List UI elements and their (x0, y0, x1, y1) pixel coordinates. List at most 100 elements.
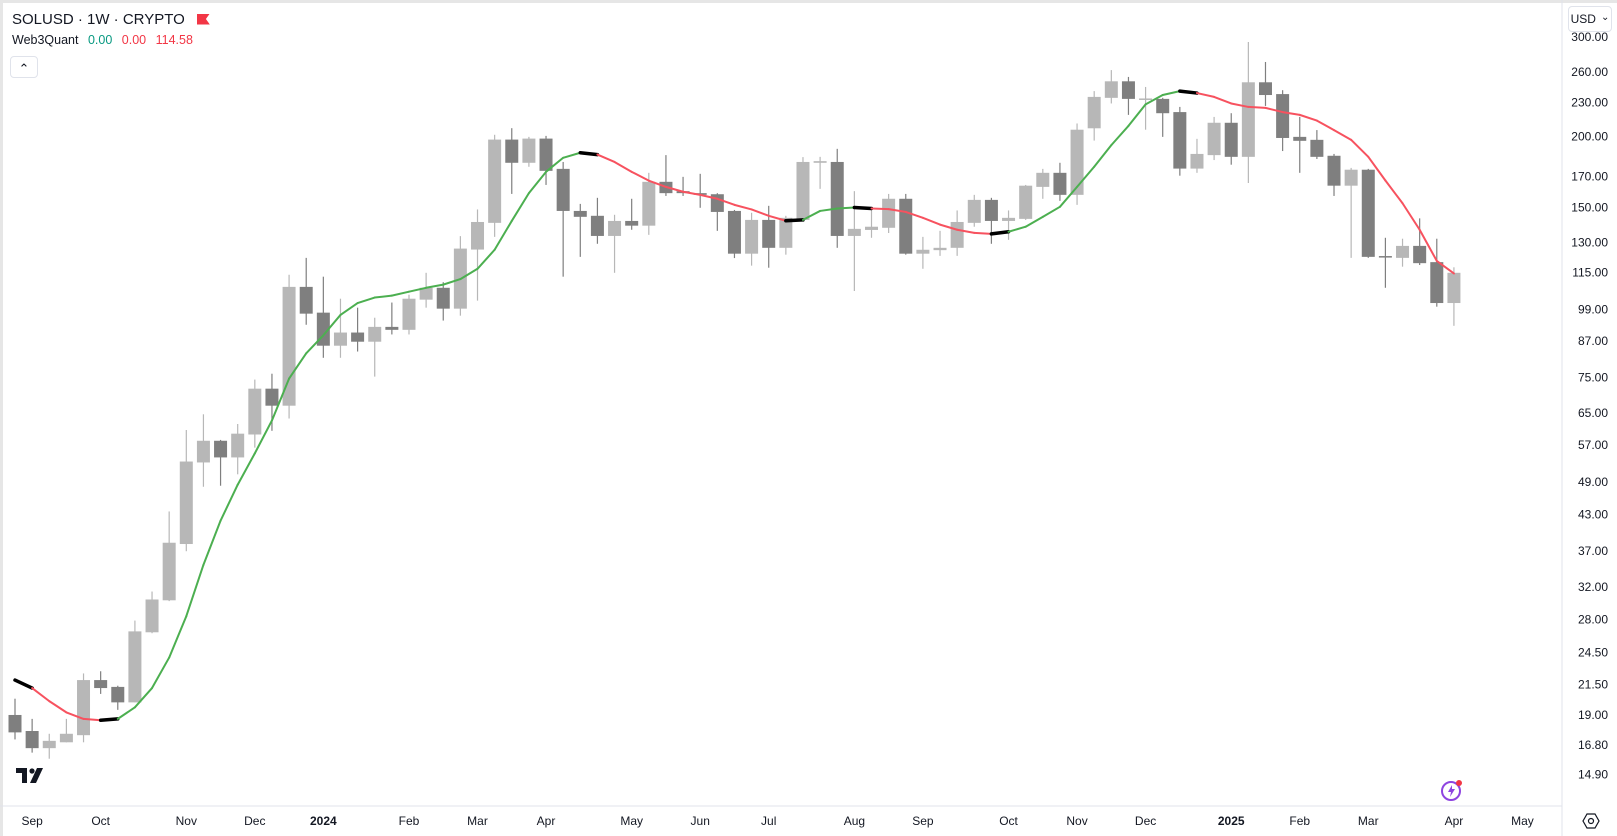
indicator-segment (836, 206, 856, 210)
time-tick-label: Apr (537, 814, 556, 828)
candle (1413, 218, 1427, 266)
candle (1121, 76, 1135, 115)
indicator-segment (116, 706, 136, 720)
indicator-segment (1435, 259, 1455, 275)
time-tick-label: Apr (1445, 814, 1464, 828)
candle (1002, 210, 1016, 240)
indicator-segment (682, 190, 702, 196)
indicator-segment (1161, 90, 1181, 97)
price-axis[interactable]: 300.00 260.00 230.00 200.00 170.00 150.00 130.… (1571, 30, 1608, 782)
candle-body (8, 714, 22, 733)
candle-body (1378, 256, 1392, 258)
price-tick-label: 170.00 (1571, 170, 1608, 184)
indicator-segment (1024, 215, 1044, 228)
candle-body (1121, 81, 1135, 99)
time-tick-label: Dec (1135, 814, 1156, 828)
candle (1070, 123, 1084, 205)
candle (1173, 106, 1187, 176)
candle-body (916, 249, 930, 254)
indicator-segment (1247, 105, 1267, 109)
candle-body (779, 217, 793, 248)
flag-icon[interactable] (196, 13, 210, 25)
indicator-segment (1195, 92, 1216, 98)
indicator-segment (236, 452, 256, 486)
candle (590, 197, 604, 244)
candle-body (745, 219, 759, 254)
price-tick-label: 14.90 (1578, 768, 1608, 782)
ai-assistant-icon[interactable] (1440, 778, 1464, 802)
candle-body (1396, 245, 1410, 258)
candle (162, 511, 176, 602)
candle-body (625, 220, 639, 226)
currency-button[interactable]: USD ⌄ (1568, 6, 1612, 32)
candle (573, 203, 587, 257)
indicator-segment (1333, 129, 1353, 141)
candle (813, 156, 827, 189)
chart-legend: SOLUSD · 1W · CRYPTO Web3Quant 0.00 0.00… (12, 8, 210, 47)
candle (1139, 86, 1153, 130)
candle-body (1344, 169, 1358, 186)
indicator-segment (151, 656, 171, 690)
price-tick-label: 200.00 (1571, 130, 1608, 144)
indicator-segment (476, 248, 496, 270)
candle-body (1036, 172, 1050, 187)
candle-body (265, 388, 279, 406)
candle-body (1447, 272, 1461, 304)
indicator-segment (767, 214, 787, 222)
time-tick-label: Mar (1358, 814, 1379, 828)
symbol-title[interactable]: SOLUSD · 1W · CRYPTO (12, 10, 185, 28)
price-tick-label: 43.00 (1578, 507, 1608, 521)
candle (231, 423, 245, 475)
time-axis[interactable]: Sep Oct Nov Dec 2024 Feb Mar Apr May Jun Jul Aug Sep… (21, 814, 1533, 828)
candle-body (77, 680, 91, 736)
price-tick-label: 75.00 (1578, 371, 1608, 385)
candle-body (1070, 129, 1084, 195)
price-tick-label: 99.00 (1578, 302, 1608, 316)
indicator-segment (390, 290, 410, 297)
indicator-segment (1093, 144, 1113, 168)
tradingview-logo-icon[interactable] (16, 768, 46, 786)
candle (608, 214, 622, 273)
candle (727, 209, 741, 259)
indicator-segment (904, 210, 924, 219)
indicator-segment (973, 231, 993, 235)
indicator-segment (133, 687, 154, 709)
indicator-segment (887, 208, 907, 213)
candle-body (1310, 139, 1324, 157)
price-tick-label: 65.00 (1578, 406, 1608, 420)
candle-body (196, 440, 210, 463)
candle (1036, 168, 1050, 199)
candle (196, 414, 210, 487)
candle (796, 157, 810, 221)
price-tick-label: 21.50 (1578, 678, 1608, 692)
candle (1310, 130, 1324, 159)
candle (419, 272, 433, 308)
price-tick-label: 87.00 (1578, 334, 1608, 348)
candle (1430, 238, 1444, 307)
candle-body (1156, 98, 1170, 114)
indicator-segment (1350, 138, 1370, 158)
indicator-segment (219, 483, 239, 522)
indicator-segment (989, 229, 1011, 236)
indicator-segment (1110, 124, 1130, 147)
indicator-legend[interactable]: Web3Quant 0.00 0.00 114.58 (12, 33, 210, 47)
time-tick-label: May (620, 814, 643, 828)
candle-body (865, 226, 878, 230)
candle (556, 161, 570, 277)
indicator-segment (31, 687, 51, 703)
settings-icon[interactable] (1582, 812, 1600, 830)
candle (59, 718, 73, 743)
price-tick-label: 230.00 (1571, 95, 1608, 109)
candle (1207, 116, 1221, 161)
indicator-segment (1315, 119, 1336, 132)
candle-body (368, 326, 382, 342)
candle (333, 298, 347, 358)
candle (145, 591, 159, 634)
time-tick-label: 2024 (310, 814, 337, 828)
collapse-legend-button[interactable]: ⌃ (10, 56, 38, 78)
candle-body (385, 326, 399, 330)
indicator-segment (750, 208, 770, 217)
price-tick-label: 260.00 (1571, 65, 1608, 79)
indicator-value-3: 114.58 (155, 33, 193, 47)
